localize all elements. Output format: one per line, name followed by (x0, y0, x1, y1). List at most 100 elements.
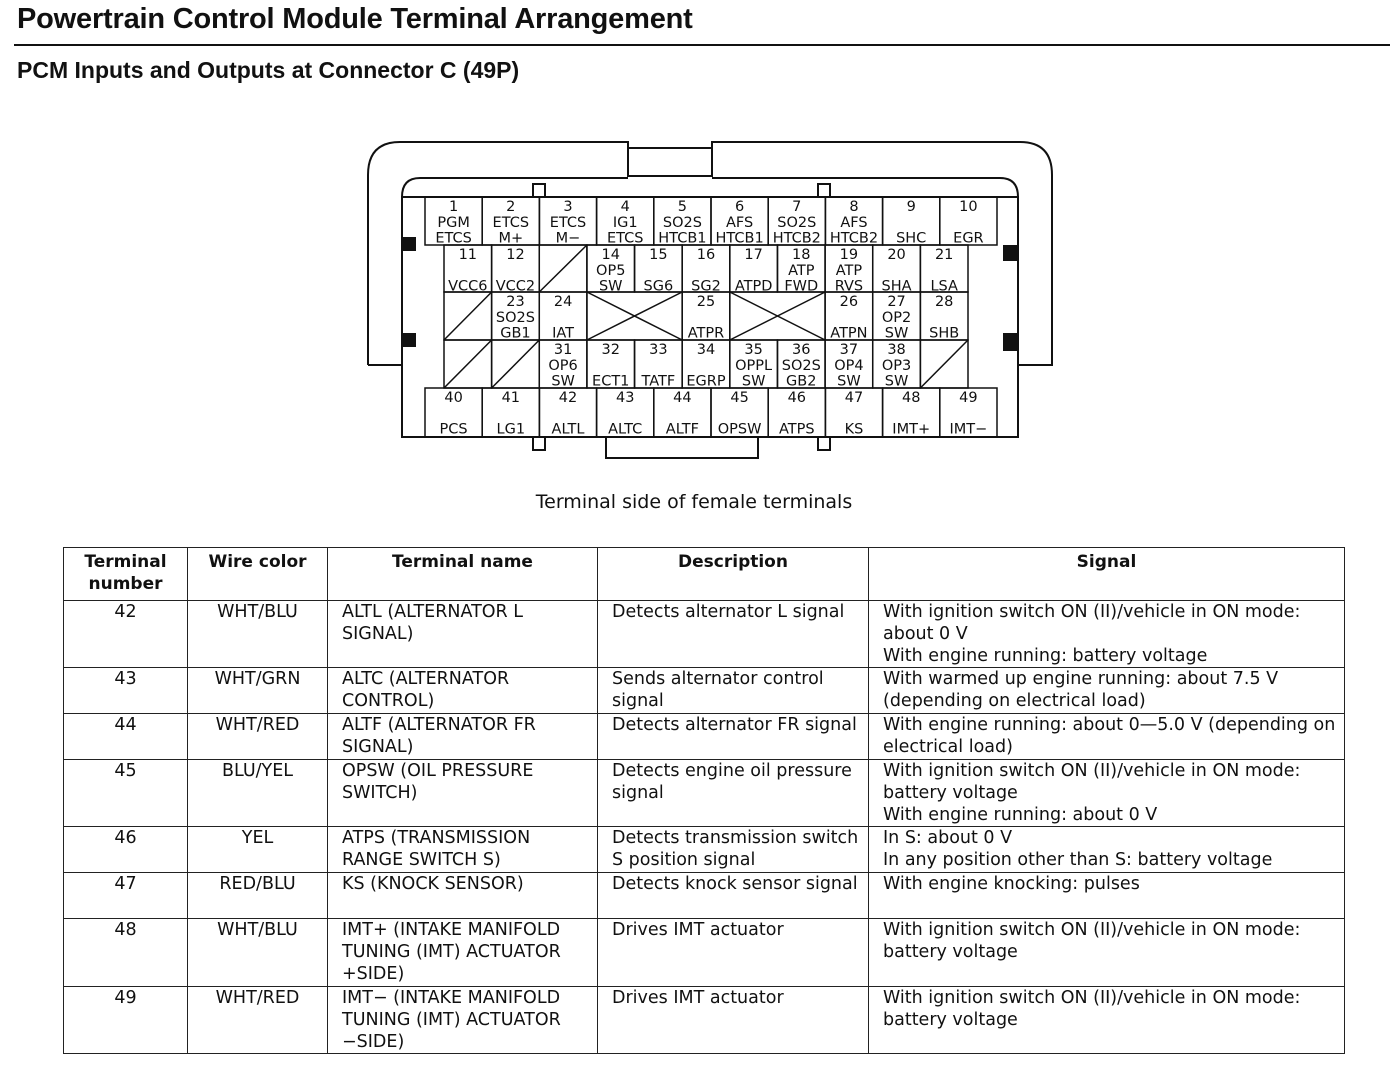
terminal-label: ETCS (493, 215, 530, 231)
terminal-20: 20 SHA (871, 244, 922, 295)
terminal-label: ETCS (607, 231, 644, 247)
terminal-number: 21 (935, 247, 953, 263)
column-header: Terminal name (327, 547, 598, 601)
terminal-42: 42 ALTL (538, 387, 598, 438)
connector-diagram: 1PGMETCS2ETCSM+3ETCSM−4IG1ETCS5SO2SHTCB1… (367, 141, 1053, 459)
terminal-label: ATP (788, 263, 815, 279)
terminal-number: 27 (887, 294, 905, 310)
cell-desc: Drives IMT actuator (597, 986, 869, 1054)
terminal-48: 48 IMT+ (881, 387, 941, 438)
terminal-number: 49 (959, 390, 977, 406)
terminal-label: ALTL (552, 422, 585, 438)
column-header: Description (597, 547, 869, 601)
cell-num: 46 (63, 826, 188, 873)
terminal-number: 41 (502, 390, 520, 406)
terminal-number: 45 (730, 390, 748, 406)
terminal-label: ETCS (435, 231, 472, 247)
terminal-label: SO2S (663, 215, 702, 231)
terminal-number: 3 (563, 199, 572, 215)
terminal-11: 11 VCC6 (443, 244, 493, 295)
terminal-label: GB1 (500, 326, 530, 342)
cell-num: 42 (63, 600, 188, 668)
terminal-label: SG6 (644, 279, 674, 295)
terminal-label: KS (845, 422, 864, 438)
terminal-label: AFS (840, 215, 867, 231)
cell-desc: Detects transmission switch S position s… (597, 826, 869, 873)
unused-cavity (490, 339, 541, 389)
terminal-number: 10 (959, 199, 977, 215)
terminal-46: 46 ATPS (767, 387, 827, 438)
cell-signal: With warmed up engine running: about 7.5… (868, 667, 1345, 714)
terminal-label: IMT+ (892, 422, 930, 438)
terminal-label: SW (599, 279, 623, 295)
terminal-label: TATF (640, 374, 675, 390)
cell-name: ATPS (TRANSMISSION RANGE SWITCH S) (327, 826, 598, 873)
cell-num: 48 (63, 918, 188, 987)
terminal-number: 48 (902, 390, 920, 406)
table-row: 43 WHT/GRN ALTC (ALTERNATOR CONTROL) Sends … (63, 667, 1345, 714)
terminal-label: M+ (498, 231, 523, 247)
terminal-label: RVS (835, 279, 863, 295)
cell-name: ALTC (ALTERNATOR CONTROL) (327, 667, 598, 714)
terminal-41: 41 LG1 (481, 387, 541, 438)
terminal-21: 21 LSA (919, 244, 969, 295)
cell-name: IMT+ (INTAKE MANIFOLD TUNING (IMT) ACTUA… (327, 918, 598, 987)
terminal-label: SHB (929, 326, 959, 342)
column-header: Wire color (187, 547, 328, 601)
terminal-number: 42 (559, 390, 577, 406)
cell-name: KS (KNOCK SENSOR) (327, 872, 598, 919)
terminal-label: FWD (784, 279, 818, 295)
cell-desc: Detects alternator L signal (597, 600, 869, 668)
terminal-label: PGM (437, 215, 470, 231)
terminal-12: 12 VCC2 (490, 244, 541, 295)
terminal-25: 25 ATPR (681, 291, 731, 342)
terminal-number: 12 (506, 247, 524, 263)
terminal-number: 4 (621, 199, 630, 215)
terminal-label: IG1 (613, 215, 638, 231)
terminal-label: IMT− (950, 422, 988, 438)
terminal-number: 6 (735, 199, 744, 215)
terminal-label: ATP (836, 263, 863, 279)
terminal-label: SO2S (777, 215, 816, 231)
table-row: 44 WHT/RED ALTF (ALTERNATOR FR SIGNAL) Dete… (63, 713, 1345, 760)
terminal-45: 45 OPSW (710, 387, 769, 438)
terminal-number: 20 (887, 247, 905, 263)
table-row: 47 RED/BLU KS (KNOCK SENSOR) Detects knock … (63, 872, 1345, 919)
cell-num: 45 (63, 759, 188, 827)
terminal-10: 10 EGR (939, 196, 998, 247)
terminal-number: 40 (444, 390, 462, 406)
terminal-label: ETCS (550, 215, 587, 231)
terminal-32: 32 ECT1 (586, 339, 636, 390)
terminal-label: ATPD (735, 279, 773, 295)
terminal-44: 44 ALTF (653, 387, 712, 438)
terminal-number: 17 (744, 247, 762, 263)
terminal-label: PCS (440, 422, 468, 438)
terminal-number: 32 (602, 342, 620, 358)
cell-signal: In S: about 0 V In any position other th… (868, 826, 1345, 873)
table-row: 46 YEL ATPS (TRANSMISSION RANGE SWITCH S) D… (63, 826, 1345, 873)
terminal-label: SHC (896, 231, 926, 247)
terminal-number: 24 (554, 294, 572, 310)
terminal-label: OP4 (834, 358, 863, 374)
terminal-number: 5 (678, 199, 687, 215)
cell-signal: With engine knocking: pulses (868, 872, 1345, 919)
terminal-label: SW (742, 374, 766, 390)
terminal-label: HTCB1 (715, 231, 763, 247)
terminal-label: HTCB2 (773, 231, 821, 247)
terminal-label: OP2 (882, 310, 911, 326)
terminal-label: AFS (726, 215, 753, 231)
terminal-label: ATPN (830, 326, 867, 342)
terminal-label: ATPS (779, 422, 815, 438)
terminal-number: 11 (459, 247, 477, 263)
terminal-label: SHA (882, 279, 912, 295)
cell-wire: YEL (187, 826, 328, 873)
